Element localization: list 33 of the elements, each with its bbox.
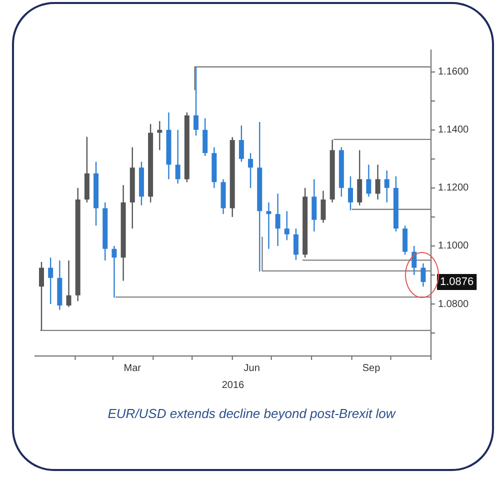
x-tick-label: Mar	[124, 362, 142, 374]
text: EUR/USD extends decline beyond post-Brexit low	[106, 406, 397, 421]
candlestick	[320, 190, 326, 224]
y-tick-label: 1.1000	[438, 240, 470, 252]
candlestick	[202, 118, 208, 157]
candlestick	[66, 260, 72, 308]
candlestick	[238, 124, 244, 162]
annotation: 1.0876	[440, 276, 474, 288]
y-tick-label: 1.0800	[438, 298, 470, 310]
candlestick	[284, 210, 290, 241]
x-tick-label: Jun	[244, 362, 260, 374]
candlestick	[312, 178, 317, 232]
candlestick	[248, 152, 254, 189]
candlestick	[384, 170, 390, 204]
candlestick	[366, 164, 372, 198]
y-tick-label: 1.1400	[438, 124, 470, 136]
x-axis-title: 2016	[222, 380, 245, 391]
x-tick-label: Sep	[362, 362, 381, 374]
candlestick	[402, 225, 408, 256]
candlestick	[48, 256, 54, 305]
candlestick	[293, 228, 298, 261]
candlestick	[375, 164, 380, 200]
candlestick	[193, 66, 198, 136]
candlestick	[420, 262, 426, 288]
candlestick	[348, 176, 353, 211]
candlestick	[112, 245, 117, 298]
y-tick-label: 1.1600	[438, 66, 470, 78]
candlestick	[266, 202, 272, 250]
y-tick-label: 1.1200	[438, 182, 470, 194]
candlestick	[357, 150, 362, 206]
candlestick	[275, 193, 280, 247]
candlestick	[38, 261, 44, 331]
candlestick	[175, 129, 180, 184]
